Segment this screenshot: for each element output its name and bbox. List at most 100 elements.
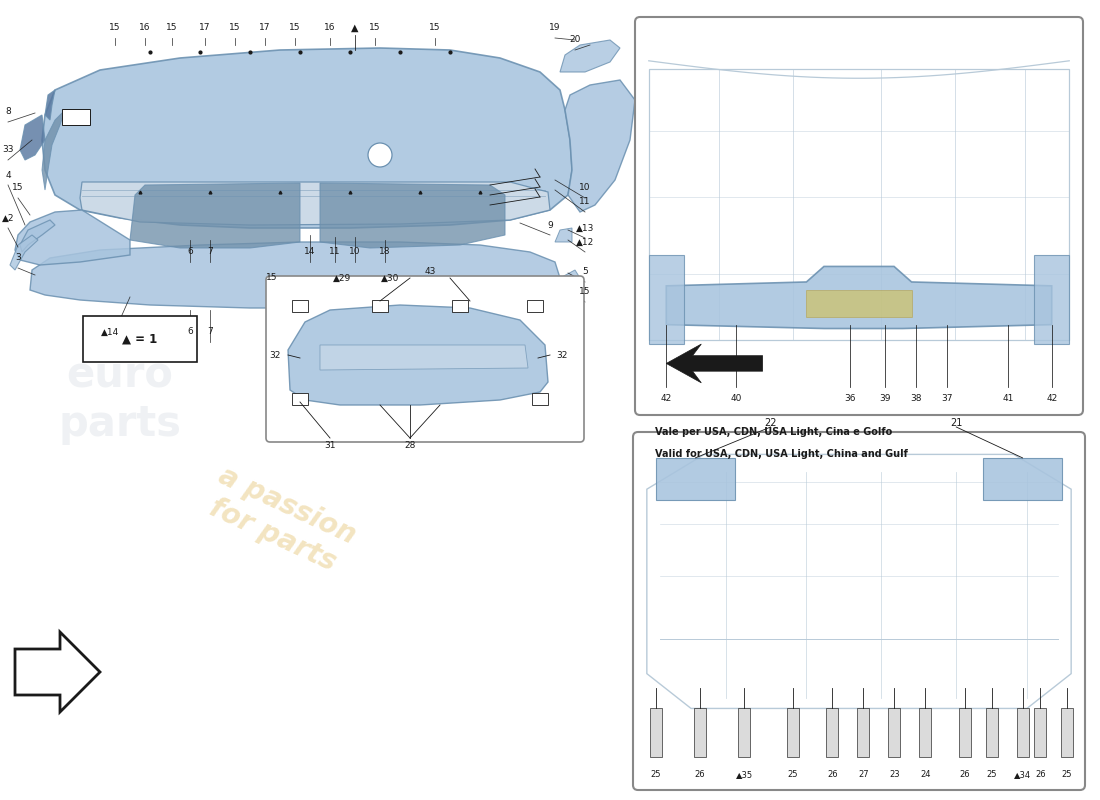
Text: 28: 28 — [405, 441, 416, 450]
Text: 32: 32 — [557, 350, 568, 359]
Text: 19: 19 — [549, 23, 561, 33]
Text: 11: 11 — [329, 247, 341, 257]
Polygon shape — [10, 235, 38, 270]
Text: ▲14: ▲14 — [101, 327, 119, 337]
Polygon shape — [986, 709, 998, 757]
Polygon shape — [649, 254, 684, 344]
Text: 39: 39 — [880, 394, 891, 403]
Text: ▲12: ▲12 — [576, 238, 594, 246]
Text: 15: 15 — [109, 23, 121, 33]
Text: 15: 15 — [370, 23, 381, 33]
Text: 26: 26 — [1035, 770, 1045, 779]
Text: euro
parts: euro parts — [58, 354, 182, 446]
Polygon shape — [694, 709, 706, 757]
Polygon shape — [42, 48, 572, 228]
Text: ▲: ▲ — [351, 23, 359, 33]
Text: 40: 40 — [730, 394, 743, 403]
Text: 16: 16 — [140, 23, 151, 33]
Polygon shape — [20, 115, 45, 160]
Polygon shape — [560, 40, 620, 72]
Text: 32: 32 — [270, 350, 280, 359]
Text: 17: 17 — [199, 23, 211, 33]
Text: ▲35: ▲35 — [736, 770, 752, 779]
Polygon shape — [20, 220, 55, 252]
Text: 41: 41 — [1002, 394, 1013, 403]
Text: 6: 6 — [187, 327, 192, 337]
FancyBboxPatch shape — [266, 276, 584, 442]
Polygon shape — [556, 228, 572, 242]
Text: 15: 15 — [429, 23, 441, 33]
Text: ▲13: ▲13 — [575, 223, 594, 233]
Text: 25: 25 — [1062, 770, 1072, 779]
Text: ▲30: ▲30 — [381, 274, 399, 282]
Bar — [532, 393, 548, 405]
Text: 25: 25 — [987, 770, 997, 779]
Bar — [527, 300, 543, 312]
FancyBboxPatch shape — [82, 316, 197, 362]
Polygon shape — [1034, 709, 1046, 757]
Text: 43: 43 — [425, 267, 436, 277]
Text: 7: 7 — [207, 327, 213, 337]
Bar — [62, 109, 90, 125]
Text: 20: 20 — [570, 35, 581, 45]
Polygon shape — [920, 709, 932, 757]
Text: 11: 11 — [580, 198, 591, 206]
Bar — [452, 300, 468, 312]
FancyBboxPatch shape — [632, 432, 1085, 790]
Text: 5: 5 — [582, 267, 587, 277]
Polygon shape — [1060, 709, 1072, 757]
Text: 25: 25 — [650, 770, 661, 779]
Polygon shape — [667, 266, 1052, 329]
Text: 15: 15 — [266, 274, 277, 282]
Text: Vale per USA, CDN, USA Light, Cina e Golfo: Vale per USA, CDN, USA Light, Cina e Gol… — [654, 427, 892, 437]
Polygon shape — [320, 345, 528, 370]
Text: 18: 18 — [379, 247, 390, 257]
Polygon shape — [556, 270, 580, 292]
Text: 17: 17 — [260, 23, 271, 33]
Text: 21: 21 — [950, 418, 962, 428]
Polygon shape — [1016, 709, 1028, 757]
Text: 15: 15 — [289, 23, 300, 33]
Text: 31: 31 — [324, 441, 336, 450]
Circle shape — [368, 143, 392, 167]
Polygon shape — [30, 242, 560, 308]
Polygon shape — [738, 709, 750, 757]
Text: ▲34: ▲34 — [1014, 770, 1031, 779]
Text: 27: 27 — [858, 770, 869, 779]
Text: 10: 10 — [350, 247, 361, 257]
Text: 15: 15 — [580, 287, 591, 297]
FancyBboxPatch shape — [635, 17, 1084, 415]
Text: 3: 3 — [15, 254, 21, 262]
Polygon shape — [130, 183, 300, 248]
Text: 26: 26 — [960, 770, 970, 779]
Text: 16: 16 — [324, 23, 336, 33]
Text: 26: 26 — [694, 770, 705, 779]
Bar — [372, 300, 388, 312]
Polygon shape — [1034, 254, 1069, 344]
Text: 10: 10 — [580, 183, 591, 193]
Text: 42: 42 — [1046, 394, 1057, 403]
Text: 33: 33 — [2, 146, 13, 154]
Polygon shape — [320, 183, 505, 248]
Text: 9: 9 — [547, 221, 553, 230]
Text: 7: 7 — [207, 247, 213, 257]
Polygon shape — [650, 709, 662, 757]
Polygon shape — [959, 709, 971, 757]
Text: 36: 36 — [845, 394, 856, 403]
Text: 15: 15 — [166, 23, 178, 33]
Text: 24: 24 — [920, 770, 931, 779]
Text: 23: 23 — [889, 770, 900, 779]
Text: 15: 15 — [229, 23, 241, 33]
Polygon shape — [15, 632, 100, 712]
Text: 25: 25 — [788, 770, 798, 779]
Bar — [292, 300, 308, 312]
Polygon shape — [857, 709, 869, 757]
Polygon shape — [45, 90, 55, 120]
Polygon shape — [667, 344, 762, 383]
Text: 42: 42 — [661, 394, 672, 403]
Polygon shape — [42, 110, 65, 190]
Polygon shape — [786, 709, 799, 757]
Bar — [292, 393, 308, 405]
Polygon shape — [288, 305, 548, 405]
Polygon shape — [656, 458, 735, 500]
